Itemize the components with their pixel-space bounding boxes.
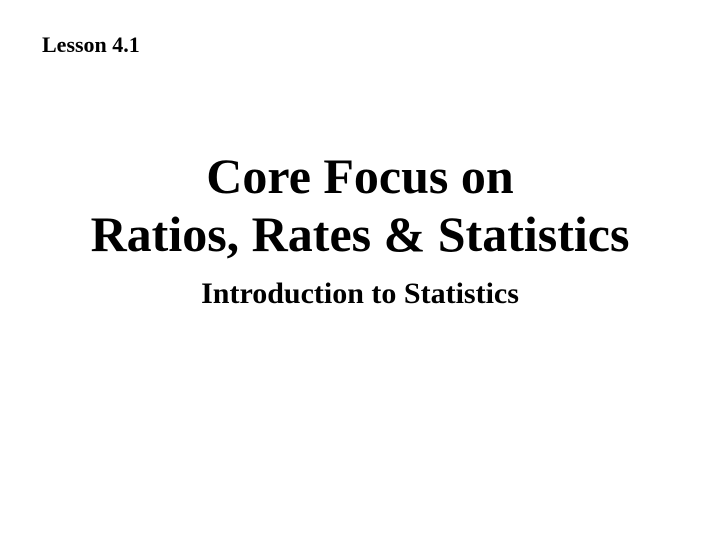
main-title-line1: Core Focus on — [0, 148, 720, 206]
title-block: Core Focus on Ratios, Rates & Statistics… — [0, 148, 720, 311]
main-title-line2: Ratios, Rates & Statistics — [0, 206, 720, 264]
subtitle: Introduction to Statistics — [0, 277, 720, 311]
lesson-label: Lesson 4.1 — [42, 32, 140, 58]
